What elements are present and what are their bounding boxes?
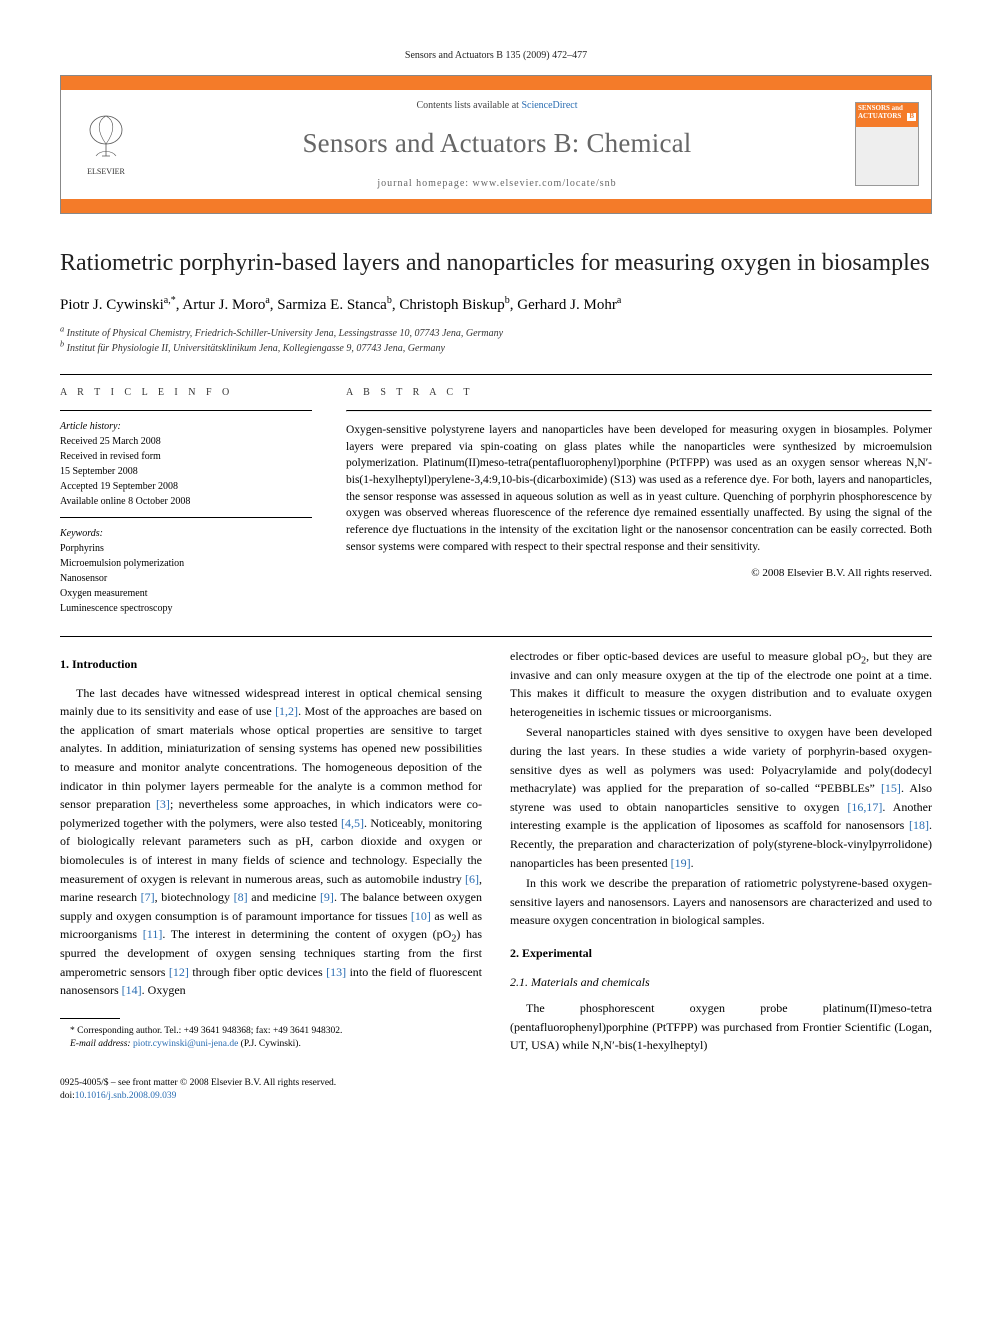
author-list: Piotr J. Cywinskia,*, Artur J. Moroa, Sa… [60,294,932,317]
section-rule [60,374,932,375]
keyword: Porphyrins [60,541,312,556]
abstract-copyright: © 2008 Elsevier B.V. All rights reserved… [346,565,932,582]
doi-prefix: doi: [60,1091,75,1101]
info-rule [60,410,312,411]
left-column: 1. Introduction The last decades have wi… [60,647,482,1057]
journal-cover-thumbnail: SENSORS and ACTUATORS B [855,102,919,186]
article-page: Sensors and Actuators B 135 (2009) 472–4… [0,0,992,1143]
abstract-heading: A B S T R A C T [346,385,932,400]
keyword: Nanosensor [60,571,312,586]
contents-prefix: Contents lists available at [416,100,521,111]
keyword: Luminescence spectroscopy [60,601,312,616]
body-paragraph: In this work we describe the preparation… [510,874,932,930]
keyword: Microemulsion polymerization [60,556,312,571]
elsevier-logo-text: ELSEVIER [87,166,125,178]
keywords-label: Keywords: [60,528,103,539]
journal-homepage-line: journal homepage: www.elsevier.com/locat… [149,176,845,191]
subsection-heading-materials: 2.1. Materials and chemicals [510,973,932,992]
abstract-text: Oxygen-sensitive polystyrene layers and … [346,422,932,555]
email-label: E-mail address: [70,1039,131,1049]
elsevier-logo: ELSEVIER [73,105,139,183]
masthead-accent-bar-bottom [61,199,931,213]
sciencedirect-link[interactable]: ScienceDirect [521,100,577,111]
page-footer: 0925-4005/$ – see front matter © 2008 El… [60,1077,932,1104]
body-paragraph: The last decades have witnessed widespre… [60,684,482,1000]
masthead-accent-bar [61,76,931,90]
info-rule [60,517,312,518]
elsevier-tree-icon [82,110,130,164]
keyword: Oxygen measurement [60,586,312,601]
history-line: Accepted 19 September 2008 [60,479,312,494]
history-line: Received 25 March 2008 [60,434,312,449]
journal-name: Sensors and Actuators B: Chemical [149,123,845,164]
body-paragraph: electrodes or fiber optic-based devices … [510,647,932,721]
issn-line: 0925-4005/$ – see front matter © 2008 El… [60,1077,336,1090]
abstract-rule [346,410,932,412]
footer-left: 0925-4005/$ – see front matter © 2008 El… [60,1077,336,1104]
section-heading-introduction: 1. Introduction [60,655,482,674]
cover-badge: B [907,113,916,121]
affiliation-a-text: Institute of Physical Chemistry, Friedri… [67,328,503,339]
article-history-label: Article history: [60,421,121,432]
doi-link[interactable]: 10.1016/j.snb.2008.09.039 [75,1091,177,1101]
contents-lists-line: Contents lists available at ScienceDirec… [149,98,845,113]
body-two-column: 1. Introduction The last decades have wi… [60,647,932,1057]
info-abstract-row: A R T I C L E I N F O Article history: R… [60,385,932,616]
section-heading-experimental: 2. Experimental [510,944,932,963]
history-line: 15 September 2008 [60,464,312,479]
article-info-column: A R T I C L E I N F O Article history: R… [60,385,312,616]
body-paragraph: The phosphorescent oxygen probe platinum… [510,999,932,1055]
abstract-column: A B S T R A C T Oxygen-sensitive polysty… [346,385,932,616]
email-person: (P.J. Cywinski). [241,1039,301,1049]
history-line: Available online 8 October 2008 [60,494,312,509]
journal-masthead: ELSEVIER Contents lists available at Sci… [60,75,932,214]
email-link[interactable]: piotr.cywinski@uni-jena.de [133,1039,238,1049]
title-block: Ratiometric porphyrin-based layers and n… [60,248,932,357]
running-head: Sensors and Actuators B 135 (2009) 472–4… [60,48,932,63]
affiliation-b-text: Institut für Physiologie II, Universität… [67,343,445,354]
corr-author-text: * Corresponding author. Tel.: +49 3641 9… [70,1026,342,1036]
article-info-heading: A R T I C L E I N F O [60,385,312,400]
affiliation-b: b Institut für Physiologie II, Universit… [60,341,932,356]
right-column: electrodes or fiber optic-based devices … [510,647,932,1057]
history-line: Received in revised form [60,449,312,464]
section-rule [60,636,932,637]
article-title: Ratiometric porphyrin-based layers and n… [60,248,932,278]
homepage-prefix: journal homepage: [377,178,472,189]
affiliation-a: a Institute of Physical Chemistry, Fried… [60,326,932,341]
cover-title-line2: ACTUATORS [858,112,901,120]
body-paragraph: Several nanoparticles stained with dyes … [510,723,932,872]
corresponding-author-footnote: * Corresponding author. Tel.: +49 3641 9… [60,1025,482,1039]
email-footnote: E-mail address: piotr.cywinski@uni-jena.… [60,1038,482,1052]
journal-homepage-link[interactable]: www.elsevier.com/locate/snb [473,178,617,189]
footnote-rule [60,1018,120,1019]
